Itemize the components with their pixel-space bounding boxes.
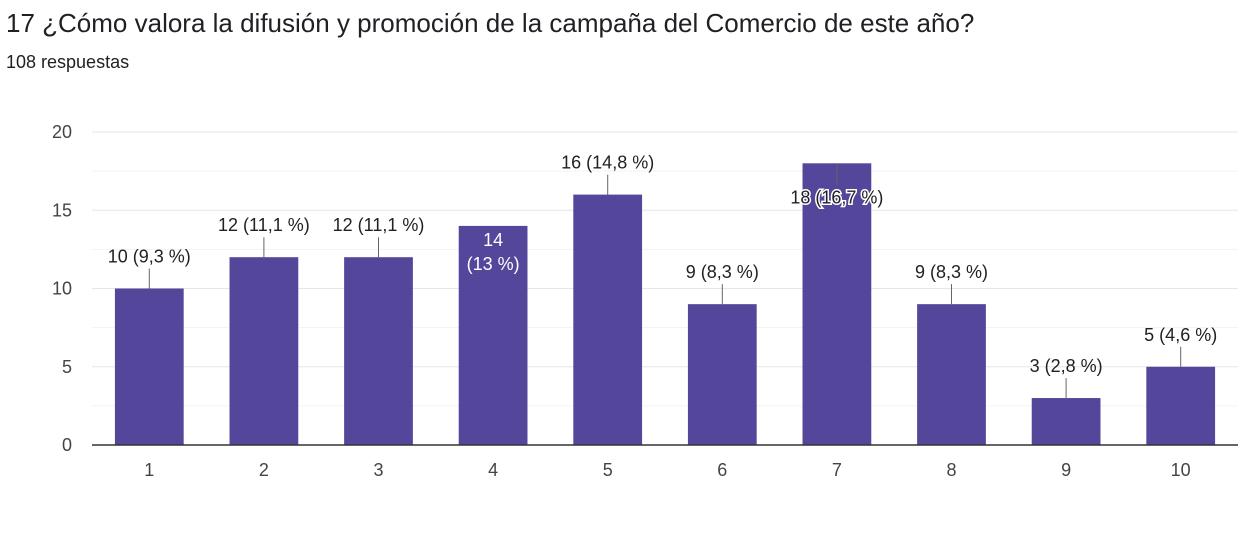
x-tick-label: 7 — [832, 460, 842, 480]
x-tick-label: 6 — [717, 460, 727, 480]
data-label: 10 (9,3 %) — [108, 247, 191, 267]
data-label: 3 (2,8 %) — [1030, 356, 1103, 376]
bar-2 — [229, 257, 299, 445]
data-label: 9 (8,3 %) — [915, 262, 988, 282]
data-label: 16 (14,8 %) — [561, 153, 654, 173]
y-tick-label: 15 — [52, 200, 72, 220]
bar-9 — [1031, 398, 1101, 445]
y-tick-label: 5 — [62, 357, 72, 377]
x-tick-label: 5 — [603, 460, 613, 480]
x-tick-label: 10 — [1171, 460, 1191, 480]
data-label: 9 (8,3 %) — [686, 262, 759, 282]
x-tick-label: 3 — [373, 460, 383, 480]
bar-5 — [573, 194, 643, 445]
data-label: 14 (13 %) — [467, 230, 520, 274]
x-tick-label: 1 — [144, 460, 154, 480]
bar-1 — [114, 288, 184, 445]
x-tick-label: 4 — [488, 460, 498, 480]
x-tick-label: 9 — [1061, 460, 1071, 480]
bar-10 — [1146, 366, 1216, 445]
data-label: 12 (11,1 %) — [218, 215, 310, 235]
response-count: 108 respuestas — [6, 52, 130, 72]
bar-6 — [687, 304, 757, 445]
y-tick-label: 20 — [52, 122, 72, 142]
data-label: 12 (11,1 %) — [333, 215, 425, 235]
bar-4 — [458, 225, 528, 445]
bar-8 — [917, 304, 986, 445]
y-tick-label: 10 — [52, 279, 72, 299]
bar-3 — [344, 257, 413, 445]
question-title: 17 ¿Cómo valora la difusión y promoción … — [6, 8, 975, 38]
data-label: 5 (4,6 %) — [1144, 325, 1217, 345]
x-tick-label: 2 — [259, 460, 269, 480]
x-tick-label: 8 — [946, 460, 956, 480]
y-tick-label: 0 — [62, 435, 72, 455]
bar-7 — [802, 163, 872, 446]
data-label: 18 (16,7 %) — [790, 187, 883, 207]
